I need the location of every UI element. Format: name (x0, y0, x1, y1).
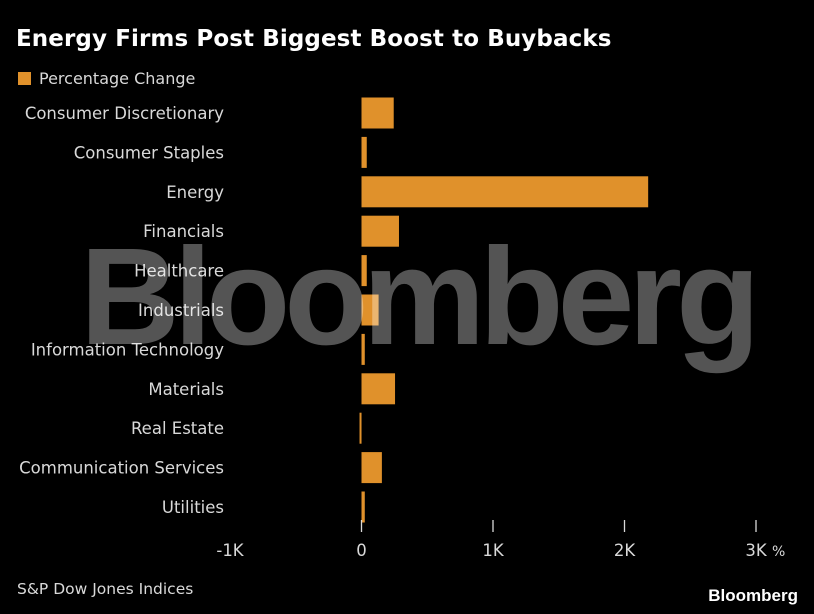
bars-layer (359, 97, 649, 523)
x-tick-label: 0 (356, 541, 367, 560)
category-label: Materials (148, 380, 224, 399)
x-tick-label: 1K (482, 541, 504, 560)
category-label: Information Technology (31, 340, 224, 359)
x-tick-label: 2K (614, 541, 636, 560)
category-label: Consumer Discretionary (25, 104, 224, 123)
legend-label: Percentage Change (39, 69, 196, 88)
x-axis: -1K 0 1K 2K 3K% (216, 520, 785, 560)
category-label: Industrials (138, 301, 224, 320)
chart-title: Energy Firms Post Biggest Boost to Buyba… (16, 26, 612, 52)
category-label: Healthcare (134, 262, 224, 281)
x-tick-label: -1K (216, 541, 244, 560)
bar-real-estate (359, 412, 362, 444)
bar-utilities (361, 491, 365, 523)
source-note: S&P Dow Jones Indices (17, 580, 194, 598)
bar-consumer-discretionary (361, 97, 394, 129)
legend: Percentage Change (18, 69, 195, 88)
bar-materials (361, 373, 396, 405)
bar-communication-services (361, 452, 382, 484)
x-tick-label: 3K (745, 541, 767, 560)
x-axis-unit: % (772, 544, 785, 560)
category-labels: Consumer Discretionary Consumer Staples En… (19, 104, 224, 517)
bloomberg-logo: Bloomberg (708, 586, 798, 605)
legend-swatch (18, 72, 31, 85)
category-label: Communication Services (19, 459, 224, 478)
bar-energy (361, 176, 649, 208)
bar-consumer-staples (361, 136, 367, 168)
category-label: Financials (143, 222, 224, 241)
category-label: Consumer Staples (74, 143, 224, 162)
category-label: Utilities (162, 498, 224, 517)
bar-healthcare (361, 255, 367, 287)
bar-information-technology (361, 333, 365, 365)
bar-financials (361, 215, 399, 247)
category-label: Energy (166, 183, 224, 202)
category-label: Real Estate (131, 419, 224, 438)
bar-industrials (361, 294, 379, 326)
